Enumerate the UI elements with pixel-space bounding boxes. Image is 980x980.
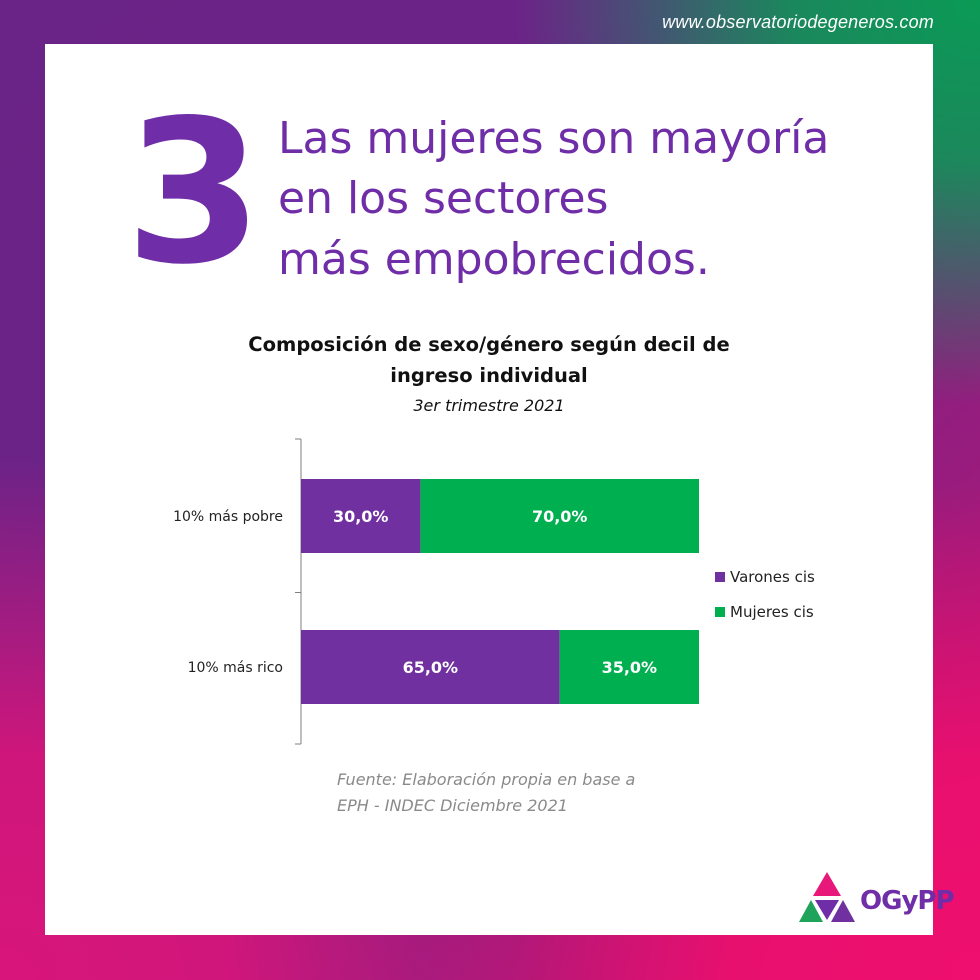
logo-left-triangle	[799, 900, 823, 922]
headline-line-1: Las mujeres son mayoría	[278, 113, 830, 164]
bar-chart: 10% más pobre 30,0% 70,0% 10% más rico 65,0%…	[173, 438, 815, 745]
legend-swatch	[715, 607, 725, 617]
chart-title-line-2: ingreso individual	[390, 364, 588, 387]
bar-segment	[559, 630, 699, 704]
logo-top-triangle	[813, 872, 841, 896]
bar-segment	[301, 479, 421, 553]
data-label: 70,0%	[532, 507, 588, 526]
chart-title-line-1: Composición de sexo/género según decil d…	[248, 333, 730, 356]
data-label: 65,0%	[403, 658, 459, 677]
site-url: www.observatoriodegeneros.com	[662, 12, 934, 32]
headline-line-3: más empobrecidos.	[278, 234, 710, 285]
source-line-1: Fuente: Elaboración propia en base a	[337, 770, 636, 789]
logo-center-triangle	[815, 900, 839, 920]
chart-subtitle: 3er trimestre 2021	[413, 396, 565, 415]
bar-segment	[301, 630, 560, 704]
ogypp-triangle-logo-icon	[799, 872, 855, 922]
logo-text: OGyPP	[860, 886, 955, 916]
headline-line-2: en los sectores	[278, 173, 609, 224]
big-number: 3	[125, 77, 263, 308]
legend-label: Mujeres cis	[730, 603, 814, 621]
logo-right-triangle	[831, 900, 855, 922]
legend-label: Varones cis	[730, 568, 815, 586]
legend-swatch	[715, 572, 725, 582]
data-label: 35,0%	[602, 658, 658, 677]
content-card: 3 Las mujeres son mayoría en los sectore…	[45, 44, 955, 935]
bar-segment	[420, 479, 699, 553]
data-label: 30,0%	[333, 507, 389, 526]
source-line-2: EPH - INDEC Diciembre 2021	[337, 796, 568, 815]
category-label: 10% más pobre	[173, 509, 283, 525]
category-label: 10% más rico	[188, 660, 283, 676]
